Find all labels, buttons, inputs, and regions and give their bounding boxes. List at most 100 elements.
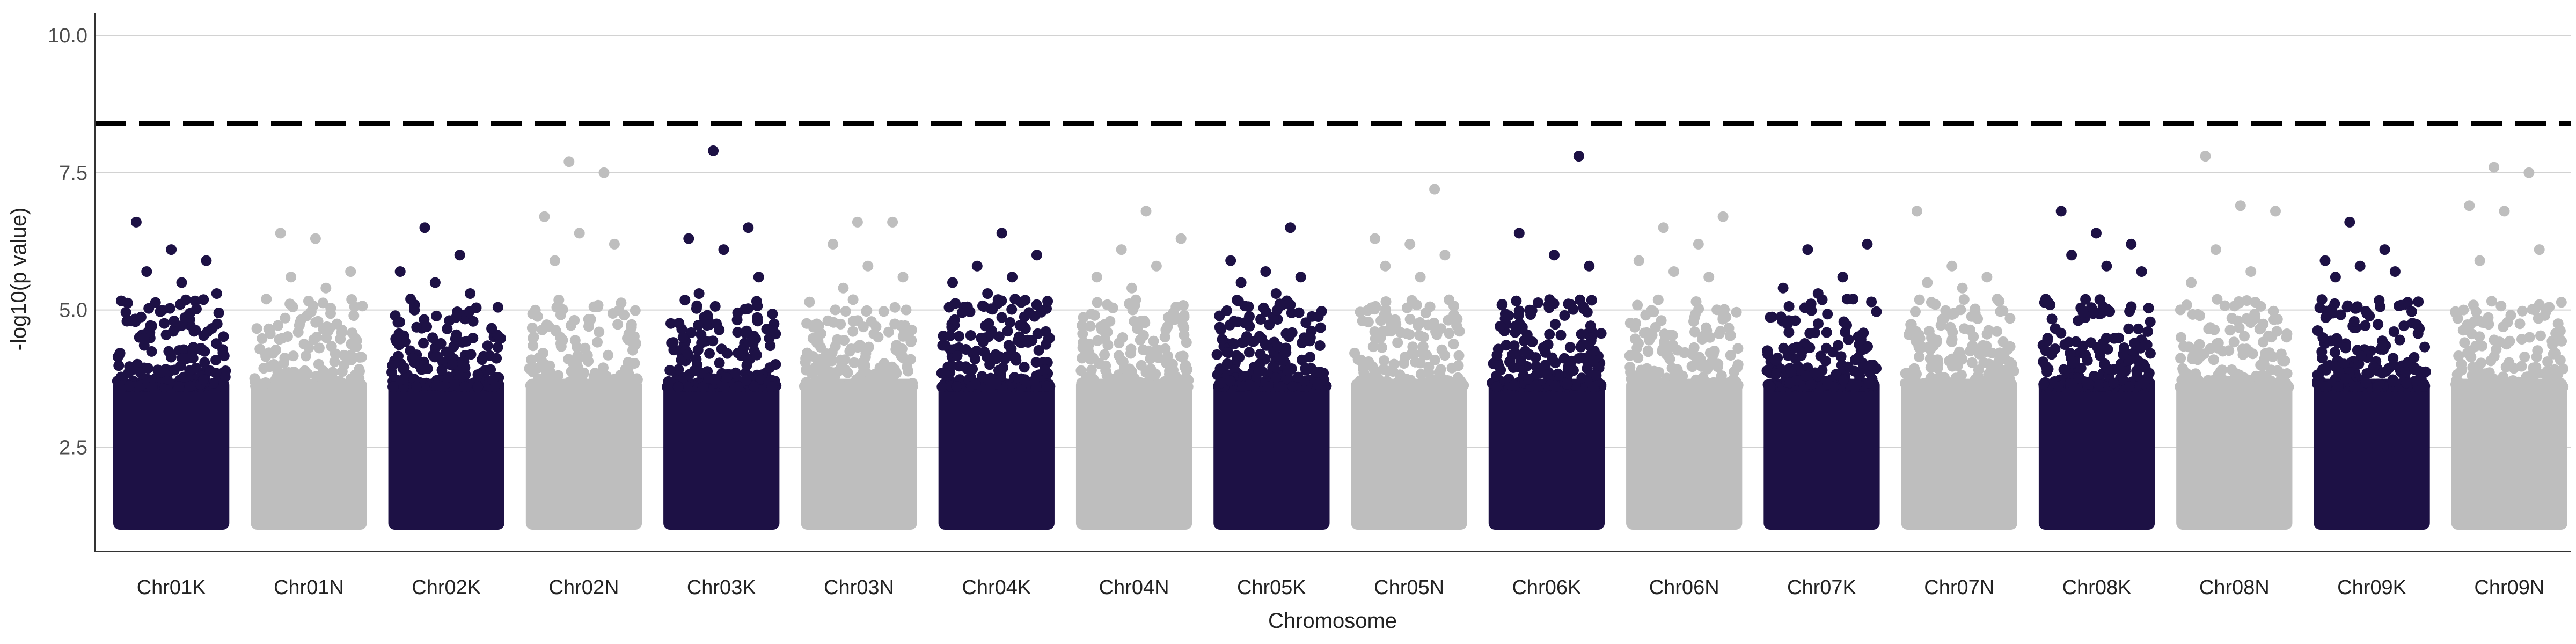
snp-point (1148, 335, 1159, 347)
snp-point (1169, 311, 1181, 323)
snp-point (1530, 352, 1541, 363)
snp-point (1420, 308, 1431, 319)
snp-point (2085, 337, 2097, 348)
snp-point (1831, 369, 1842, 380)
snp-point (1232, 295, 1243, 306)
snp-point (1287, 381, 1298, 392)
snp-point (120, 306, 131, 318)
snp-point (2373, 319, 2384, 330)
snp-point (1626, 371, 1637, 382)
snp-top-point (887, 216, 898, 228)
y-axis-title: -log10(p value) (7, 208, 31, 351)
snp-top-point (1703, 272, 1715, 283)
snp-point (411, 321, 422, 333)
snp-point (2259, 353, 2270, 364)
snp-point (2329, 347, 2340, 358)
snp-point (1958, 294, 1970, 305)
snp-point (889, 302, 901, 313)
snp-point (2133, 323, 2144, 334)
snp-point (612, 319, 624, 330)
snp-point (868, 328, 880, 340)
snp-point (2113, 332, 2124, 343)
snp-point (443, 347, 455, 358)
snp-point (1770, 355, 1781, 366)
snp-point (1576, 328, 1587, 340)
snp-point (2409, 364, 2420, 375)
snp-point (1394, 379, 1404, 391)
snp-point (407, 353, 418, 364)
snp-point (2360, 320, 2371, 331)
snp-top-point (1848, 294, 1858, 305)
snp-point (1276, 299, 1287, 311)
snp-point (2102, 343, 2113, 355)
snp-point (1231, 350, 1242, 361)
snp-point (2275, 348, 2287, 360)
snp-point (2226, 313, 2237, 324)
snp-point (1399, 358, 1409, 369)
snp-top-point (1225, 255, 1236, 266)
snp-top-point (2474, 255, 2485, 266)
snp-point (184, 380, 195, 392)
snp-point (568, 358, 579, 369)
snp-point (2132, 355, 2143, 366)
snp-point (844, 346, 855, 357)
snp-point (1968, 331, 1979, 342)
snp-point (1349, 347, 1360, 358)
snp-point (630, 305, 641, 316)
snp-point (2498, 371, 2509, 383)
snp-point (1270, 372, 1282, 383)
snp-point (321, 377, 332, 389)
snp-point (1138, 344, 1149, 355)
snp-point (486, 323, 497, 334)
snp-point (704, 348, 715, 359)
snp-point (299, 365, 310, 376)
snp-point (427, 332, 438, 343)
snp-point (1854, 370, 1865, 382)
snp-point (1862, 341, 1873, 352)
snp-point (835, 318, 846, 330)
snp-top-point (838, 282, 849, 294)
snp-point (211, 338, 222, 349)
snp-point (190, 325, 201, 336)
snp-point (1778, 342, 1789, 354)
snp-top-point (2489, 162, 2500, 173)
snp-top-point (1007, 272, 1018, 283)
snp-point (842, 367, 853, 378)
snp-point (870, 372, 882, 383)
snp-point (743, 303, 753, 314)
snp-top-point (693, 288, 705, 299)
snp-point (2271, 326, 2282, 337)
snp-point (196, 345, 207, 355)
snp-point (2088, 308, 2099, 319)
snp-point (258, 363, 269, 374)
snp-point (1653, 367, 1665, 378)
snp-point (1011, 355, 1022, 366)
snp-top-point (275, 228, 286, 239)
snp-point (879, 358, 890, 369)
snp-point (1002, 326, 1013, 337)
x-tick-label-chr08n: Chr08N (2199, 576, 2270, 599)
snp-point (719, 382, 730, 392)
snp-point (219, 371, 231, 383)
snp-point (324, 322, 335, 333)
snp-point (251, 323, 262, 334)
snp-point (1305, 332, 1316, 343)
snp-point (1160, 343, 1171, 354)
y-tick-label: 10.0 (48, 25, 87, 47)
snp-point (399, 336, 411, 347)
snp-point (949, 314, 960, 325)
snp-point (2329, 298, 2340, 309)
snp-point (2413, 296, 2424, 308)
snp-top-point (539, 211, 550, 222)
snp-point (2504, 357, 2515, 368)
snp-point (544, 380, 555, 392)
x-tick-label-chr05n: Chr05N (1374, 576, 1444, 599)
snp-point (1086, 309, 1097, 320)
snp-point (1177, 320, 1189, 331)
snp-point (1783, 327, 1795, 338)
snp-point (905, 336, 917, 347)
snp-point (303, 342, 314, 353)
snp-top-point (1693, 238, 1704, 250)
snp-point (208, 377, 219, 389)
snp-point (1239, 301, 1250, 312)
